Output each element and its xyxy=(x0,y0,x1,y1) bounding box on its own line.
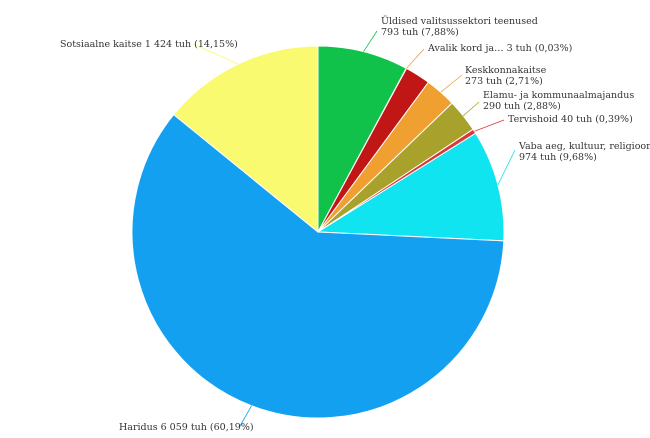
pie-slice xyxy=(317,45,407,233)
label-leader-lines xyxy=(192,30,516,427)
slice-label: Keskkonnakaitse xyxy=(465,65,547,76)
leader-line xyxy=(497,149,516,186)
slice-label: Üldised valitsussektori teenused xyxy=(381,15,538,27)
slice-label: 290 tuh (2,88%) xyxy=(483,101,561,112)
leader-line xyxy=(440,74,463,93)
leader-line xyxy=(363,30,378,52)
slice-label: 273 tuh (2,71%) xyxy=(465,76,543,87)
slice-label: 793 tuh (7,88%) xyxy=(381,27,459,38)
leader-line xyxy=(474,119,505,132)
slice-label: Sotsiaalne kaitse 1 424 tuh (14,15%) xyxy=(60,39,238,50)
leader-line xyxy=(462,101,480,117)
slice-label: Tervishoid 40 tuh (0,39%) xyxy=(508,114,633,125)
slice-label: Avalik kord ja… 3 tuh (0,03%) xyxy=(427,43,572,54)
leader-line xyxy=(239,405,252,427)
leader-line xyxy=(192,43,239,65)
slice-label: Vaba aeg, kultuur, religioon xyxy=(518,141,650,152)
leader-line xyxy=(406,48,425,69)
pie-slices xyxy=(131,45,505,419)
slice-label: Haridus 6 059 tuh (60,19%) xyxy=(119,422,254,433)
slice-label: 974 tuh (9,68%) xyxy=(519,152,597,163)
slice-label: Elamu- ja kommunaalmajandus xyxy=(483,90,634,101)
pie-slice xyxy=(173,45,319,234)
